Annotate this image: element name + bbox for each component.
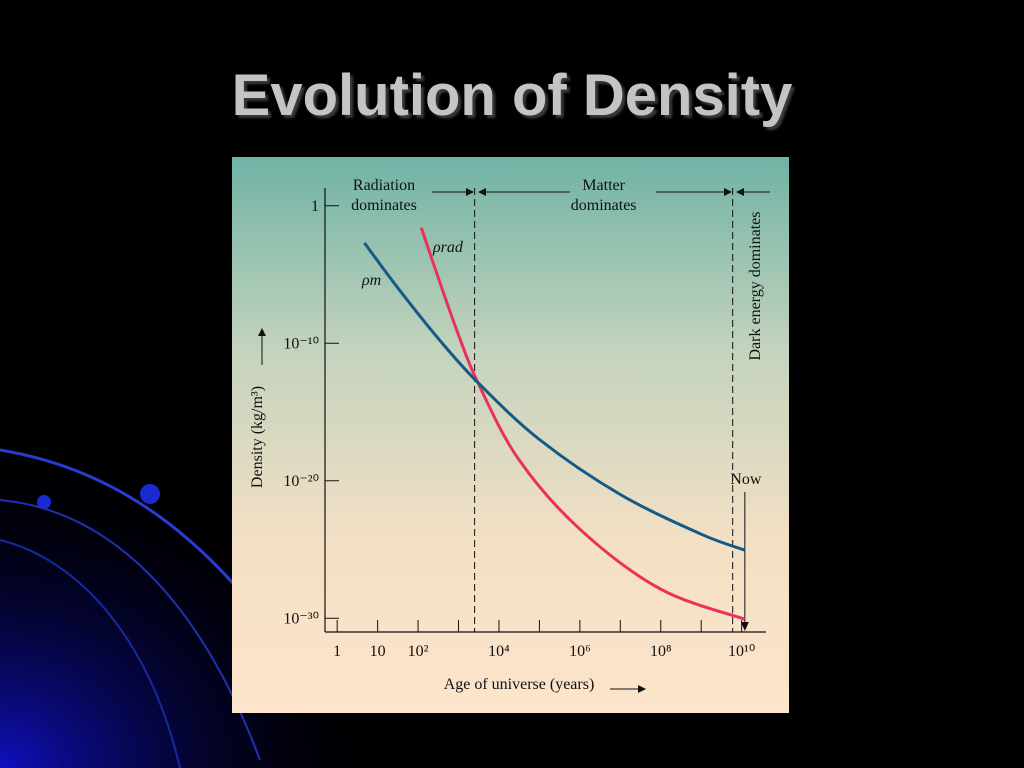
y-tick-label: 10⁻²⁰: [283, 473, 319, 490]
swoosh: [0, 539, 181, 768]
dot: [37, 495, 51, 509]
x-tick-label: 10¹⁰: [728, 643, 755, 660]
now-arrowhead: [740, 622, 749, 631]
arrowhead: [724, 188, 732, 196]
series-line: [363, 241, 746, 552]
x-tick-label: 10⁴: [488, 643, 510, 660]
series-label: ρm: [361, 272, 381, 289]
arrowhead: [478, 188, 486, 196]
annotation: Dark energy dominates: [747, 212, 764, 361]
x-tick-label: 1: [333, 643, 341, 660]
x-tick-label: 10²: [408, 643, 429, 660]
y-tick-label: 10⁻³⁰: [283, 610, 319, 627]
x-tick-label: 10⁸: [650, 643, 672, 660]
slide-title: Evolution of Density: [231, 63, 793, 128]
x-tick-label: 10⁶: [569, 643, 591, 660]
annotation: Matter dominates: [571, 177, 637, 214]
arrowhead: [466, 188, 474, 196]
annotation: Radiation dominates: [351, 177, 417, 214]
x-tick-label: 10: [370, 643, 386, 660]
arrowhead: [736, 188, 744, 196]
y-tick-label: 1: [311, 198, 319, 215]
series-line: [419, 227, 746, 621]
x-axis-label: Age of universe (years): [444, 676, 595, 693]
series-label: ρrad: [432, 239, 464, 256]
dot: [140, 484, 160, 504]
y-tick-label: 10⁻¹⁰: [283, 335, 319, 352]
y-axis-label: Density (kg/m³): [249, 386, 266, 488]
annotation: Now: [730, 471, 762, 488]
y-arrowhead: [258, 328, 266, 336]
x-arrowhead: [638, 685, 646, 693]
